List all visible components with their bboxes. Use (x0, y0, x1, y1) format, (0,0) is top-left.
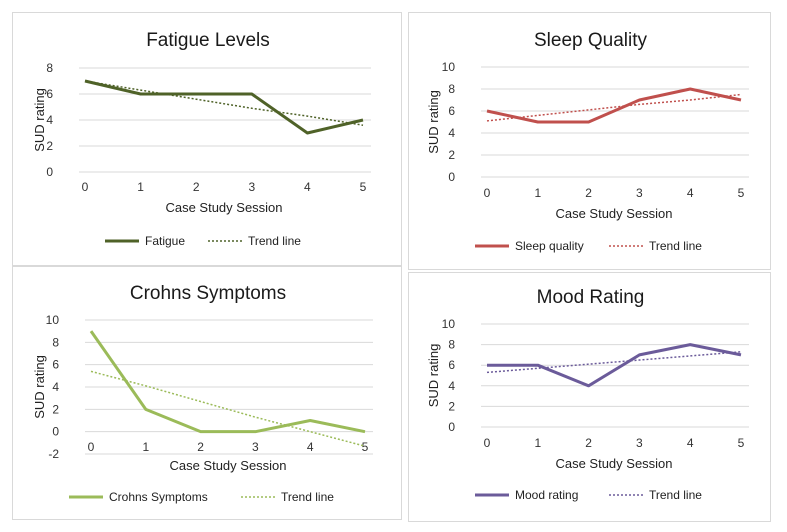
chart-svg-crohns-symptoms: Crohns Symptoms -2 0 2 4 6 8 10 0 1 2 3 4 5 Case Study… (32, 283, 373, 504)
y-tick-label: 4 (52, 380, 59, 394)
y-tick-label: 4 (448, 126, 455, 140)
x-tick-label: 2 (585, 186, 592, 200)
trend-line-sleep-quality (486, 93, 742, 122)
x-tick-label: 1 (142, 440, 149, 454)
chart-svg-mood-rating: Mood Rating 0 2 4 6 8 10 0 1 2 3 4 5 Case Study Sessi… (426, 287, 749, 502)
x-tick-label: 2 (193, 180, 200, 194)
x-tick-label: 3 (248, 180, 255, 194)
y-tick-label: 8 (448, 338, 455, 352)
trend-line-crohns-symptoms (90, 370, 366, 447)
y-tick-label: 6 (52, 358, 59, 372)
x-axis-label: Case Study Session (555, 456, 672, 471)
x-tick-label: 4 (687, 436, 694, 450)
y-tick-label: 6 (448, 104, 455, 118)
y-tick-label: 10 (442, 60, 456, 74)
x-axis-label: Case Study Session (169, 458, 286, 473)
legend-label: Crohns Symptoms (109, 490, 208, 504)
y-axis-label: SUD rating (32, 355, 47, 419)
legend-label: Trend line (649, 488, 702, 502)
x-tick-label: 5 (362, 440, 369, 454)
y-tick-label: 10 (442, 317, 456, 331)
chart-panel-fatigue-levels: Fatigue Levels 0 2 4 6 8 0 1 2 3 4 5 Case Study Sess… (12, 12, 402, 266)
y-tick-label: 8 (52, 335, 59, 349)
y-tick-label: 0 (46, 165, 53, 179)
legend-label: Trend line (248, 234, 301, 248)
x-tick-label: 1 (534, 436, 541, 450)
series-line-crohns-symptoms (89, 330, 366, 434)
x-tick-label: 1 (534, 186, 541, 200)
chart-title: Mood Rating (537, 287, 645, 308)
legend-label: Mood rating (515, 488, 578, 502)
x-tick-label: 4 (304, 180, 311, 194)
chart-panel-crohns-symptoms: Crohns Symptoms -2 0 2 4 6 8 10 0 1 2 3 4 5 Case Study… (12, 266, 402, 520)
y-tick-label: 4 (46, 113, 53, 127)
x-tick-label: 3 (636, 186, 643, 200)
y-axis-label: SUD rating (426, 344, 441, 408)
chart-title: Fatigue Levels (146, 30, 270, 51)
x-axis-label: Case Study Session (165, 200, 282, 215)
x-tick-label: 2 (585, 436, 592, 450)
x-tick-label: 2 (197, 440, 204, 454)
x-tick-label: 0 (484, 436, 491, 450)
x-axis-label: Case Study Session (555, 206, 672, 221)
y-tick-label: 2 (46, 139, 53, 153)
y-axis-label: SUD rating (32, 88, 47, 152)
series-line-fatigue-levels (84, 79, 364, 135)
legend-label: Sleep quality (515, 239, 584, 253)
legend-label: Fatigue (145, 234, 185, 248)
chart-title: Sleep Quality (534, 30, 648, 51)
chart-svg-sleep-quality: Sleep Quality 0 2 4 6 8 10 0 1 2 3 4 5 Case Study Ses… (426, 30, 749, 253)
x-tick-label: 3 (252, 440, 259, 454)
chart-panel-mood-rating: Mood Rating 0 2 4 6 8 10 0 1 2 3 4 5 Case Study Sessi… (408, 272, 771, 522)
y-tick-label: 2 (448, 148, 455, 162)
chart-svg-fatigue-levels: Fatigue Levels 0 2 4 6 8 0 1 2 3 4 5 Case Study Sess… (32, 30, 371, 248)
x-tick-label: 1 (137, 180, 144, 194)
y-tick-label: 0 (448, 170, 455, 184)
series-line-sleep-quality (486, 87, 742, 124)
y-tick-label: 6 (448, 358, 455, 372)
y-tick-label: 8 (46, 61, 53, 75)
chart-panel-sleep-quality: Sleep Quality 0 2 4 6 8 10 0 1 2 3 4 5 Case Study Ses… (408, 12, 771, 270)
x-tick-label: 5 (738, 186, 745, 200)
legend-label: Trend line (281, 490, 334, 504)
y-tick-label: 10 (46, 313, 60, 327)
trend-line-fatigue-levels (84, 80, 364, 126)
x-tick-label: 0 (88, 440, 95, 454)
y-tick-label: 6 (46, 87, 53, 101)
series-line-mood-rating (487, 343, 742, 388)
x-tick-label: 0 (484, 186, 491, 200)
x-tick-label: 4 (687, 186, 694, 200)
y-tick-label: 8 (448, 82, 455, 96)
trend-line-mood-rating (486, 351, 742, 374)
y-tick-label: 2 (52, 402, 59, 416)
x-tick-label: 3 (636, 436, 643, 450)
y-tick-label: -2 (48, 447, 59, 461)
x-tick-label: 5 (360, 180, 367, 194)
y-tick-label: 2 (448, 399, 455, 413)
y-tick-label: 4 (448, 379, 455, 393)
x-tick-label: 4 (307, 440, 314, 454)
y-tick-label: 0 (448, 420, 455, 434)
chart-title: Crohns Symptoms (130, 283, 286, 304)
y-tick-label: 0 (52, 425, 59, 439)
x-tick-label: 5 (738, 436, 745, 450)
y-axis-label: SUD rating (426, 90, 441, 154)
x-tick-label: 0 (82, 180, 89, 194)
legend-label: Trend line (649, 239, 702, 253)
